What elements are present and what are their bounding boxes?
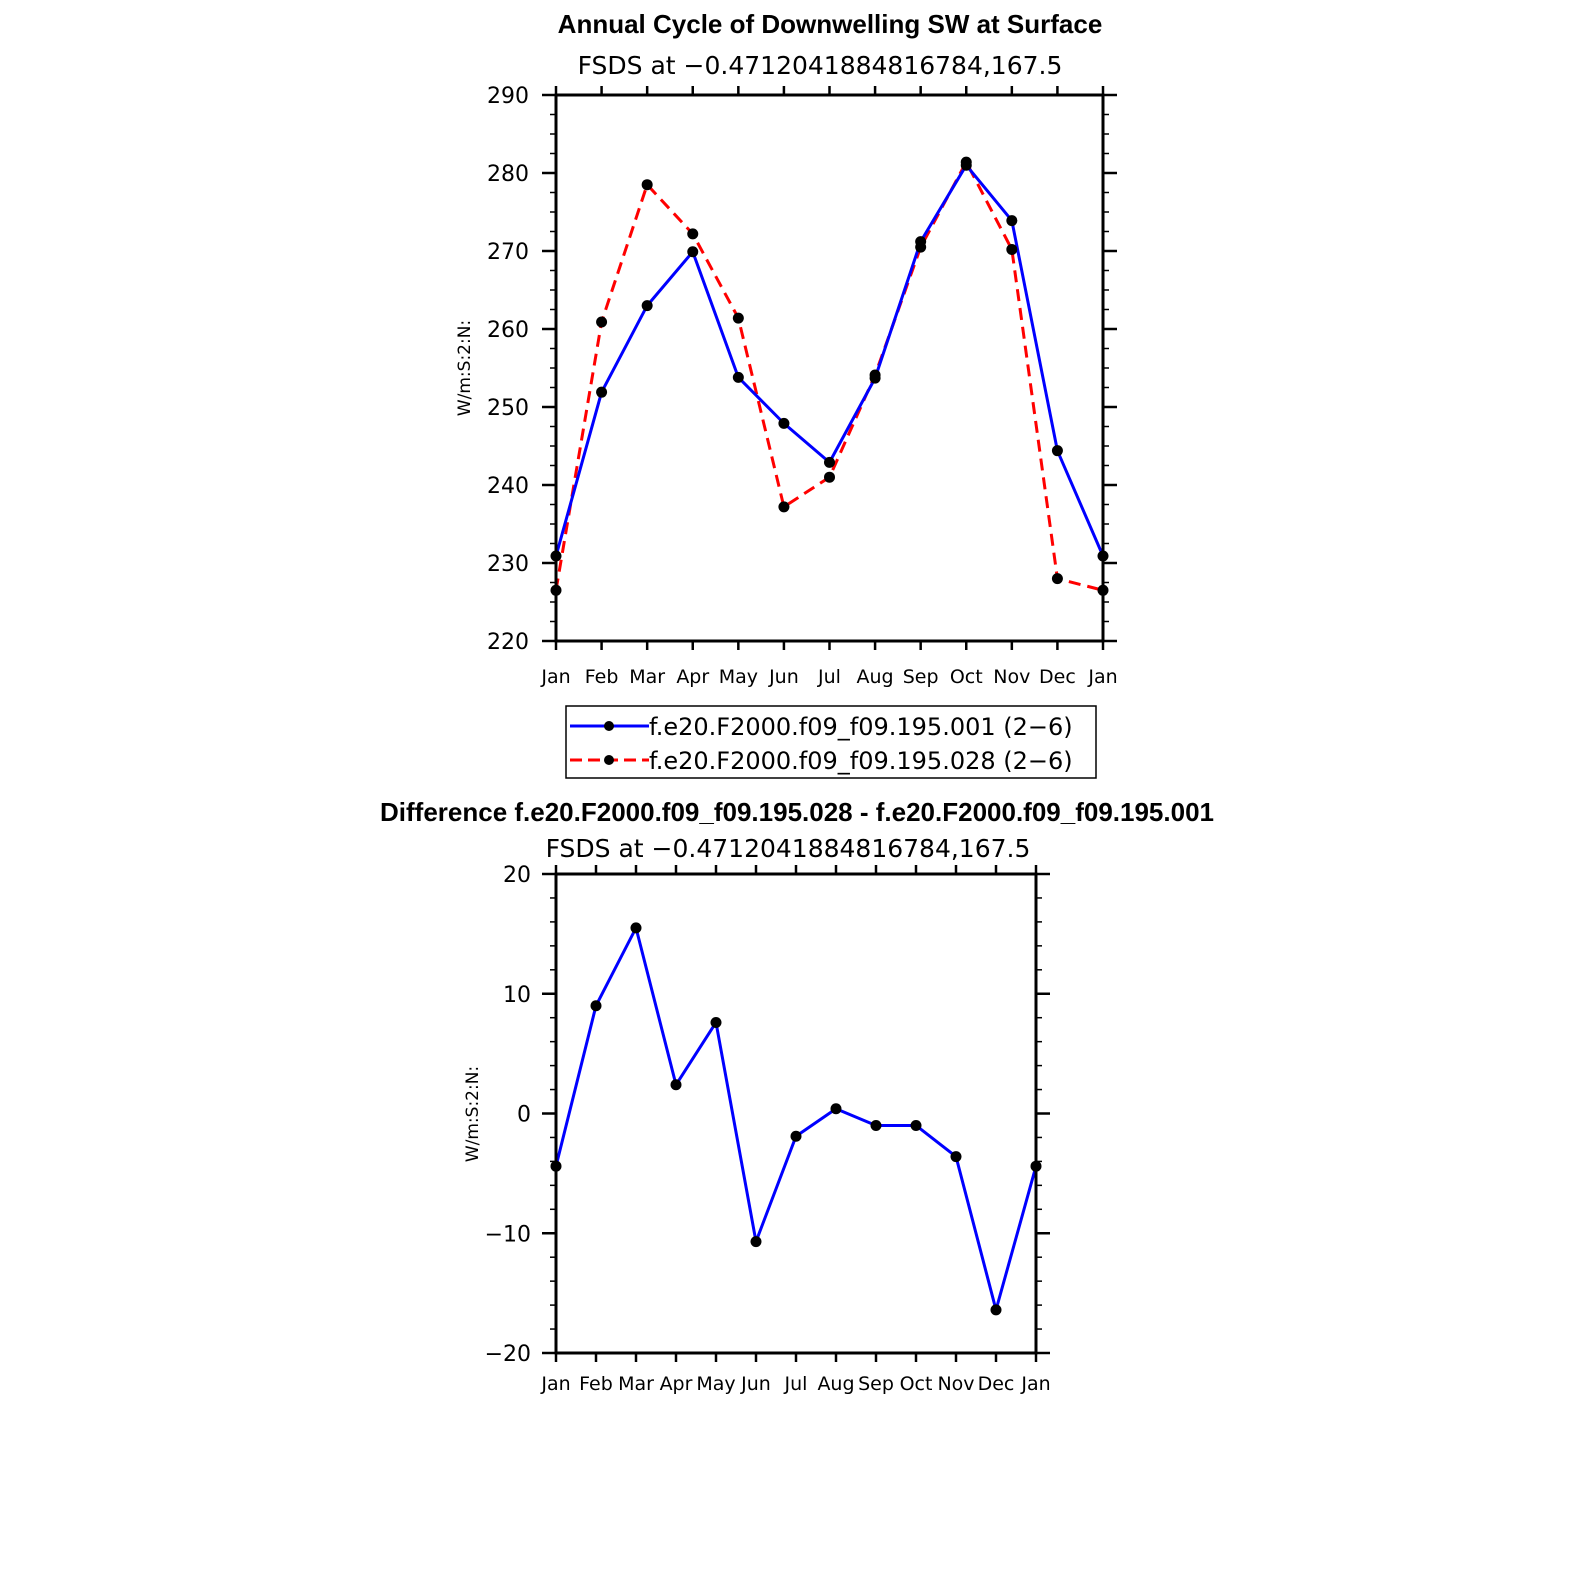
y-tick-label: 290 [487,84,529,109]
y-tick-label: 20 [503,863,531,888]
data-point-series-1 [1006,215,1018,227]
data-point-series-2 [915,241,927,253]
annual-cycle-chart: Annual Cycle of Downwelling SW at Surfac… [455,9,1118,779]
y-axis-label: W/m:S:2:N: [463,1066,483,1162]
y-tick-label: −10 [485,1222,531,1247]
data-point-series-1 [870,1119,882,1131]
legend-marker-series-1 [604,721,614,731]
y-tick-label: 0 [517,1103,531,1128]
data-point-series-2 [1006,243,1018,255]
legend-entry-series-1: f.e20.F2000.f09_f09.195.001 (2−6) [570,713,1073,741]
x-tick-label: Jun [740,1373,771,1395]
data-point-series-1 [790,1130,802,1142]
data-point-series-1 [1051,445,1063,457]
x-tick-label: Sep [858,1373,894,1395]
legend-label-series-2: f.e20.F2000.f09_f09.195.028 (2−6) [649,747,1073,775]
legend-entry-series-2: f.e20.F2000.f09_f09.195.028 (2−6) [570,747,1073,775]
y-tick-label: 10 [503,983,531,1008]
x-tick-label: Sep [903,666,939,688]
x-tick-label: Oct [900,1373,933,1395]
x-tick-label: May [719,666,758,688]
y-tick-label: 250 [487,396,529,421]
data-point-series-2 [641,179,653,191]
x-tick-label: Mar [629,666,665,688]
x-tick-label: Feb [585,666,619,688]
data-point-series-1 [910,1119,922,1131]
x-tick-label: Aug [857,666,894,688]
x-tick-label: Mar [618,1373,654,1395]
x-tick-label: Jun [768,666,799,688]
data-point-series-2 [824,471,835,483]
x-tick-label: Apr [676,666,709,688]
x-tick-label: Dec [1039,666,1076,688]
y-tick-label: 230 [487,552,529,577]
data-point-series-1 [710,1016,722,1028]
x-tick-label: Apr [660,1373,693,1395]
data-point-series-1 [687,246,699,258]
data-point-series-2 [869,369,881,381]
y-tick-label: 270 [487,240,529,265]
plot-frame [554,872,1038,1355]
data-point-series-1 [596,386,608,398]
x-tick-label: Nov [993,666,1030,688]
legend-label-series-1: f.e20.F2000.f09_f09.195.001 (2−6) [649,713,1073,741]
data-point-series-1 [641,300,653,312]
data-point-series-2 [960,156,972,168]
data-point-series-1 [950,1151,962,1163]
data-point-series-1 [778,417,790,429]
x-tick-label: Jan [540,1373,570,1395]
data-point-series-1 [824,456,835,468]
x-tick-label: Aug [817,1373,854,1395]
y-tick-label: 280 [487,162,529,187]
legend: f.e20.F2000.f09_f09.195.001 (2−6) f.e20.… [565,705,1097,779]
data-point-series-2 [778,501,790,513]
legend-box [565,705,1097,779]
data-point-series-1 [750,1236,762,1248]
y-tick-label: 220 [487,630,529,655]
chart-title: Difference f.e20.F2000.f09_f09.195.028 -… [380,797,1214,827]
data-point-series-2 [596,316,608,328]
data-point-series-2 [687,228,699,240]
y-tick-label: 260 [487,318,529,343]
plot-frame [554,93,1105,643]
y-tick-label: 240 [487,474,529,499]
difference-chart: Difference f.e20.F2000.f09_f09.195.028 -… [380,797,1214,1395]
x-tick-label: Jan [1087,666,1117,688]
data-point-series-1 [732,371,744,383]
data-point-series-1 [630,922,642,934]
x-tick-label: Nov [937,1373,974,1395]
x-tick-label: Jan [1020,1373,1050,1395]
data-point-series-1 [590,1000,602,1012]
data-point-series-1 [990,1304,1002,1316]
data-point-series-2 [1051,573,1063,585]
x-tick-label: Dec [978,1373,1015,1395]
data-point-series-1 [670,1079,682,1091]
x-tick-label: Jul [817,666,841,688]
x-tick-label: May [696,1373,735,1395]
legend-marker-series-2 [604,755,614,765]
x-tick-label: Oct [950,666,983,688]
data-point-series-1 [830,1103,842,1115]
x-tick-label: Jul [784,1373,808,1395]
chart-subtitle: FSDS at −0.4712041884816784,167.5 [546,834,1031,863]
chart-title: Annual Cycle of Downwelling SW at Surfac… [558,9,1103,39]
chart-subtitle: FSDS at −0.4712041884816784,167.5 [578,51,1063,80]
x-tick-label: Jan [540,666,570,688]
y-tick-label: −20 [485,1342,531,1367]
data-point-series-2 [732,312,744,324]
x-tick-label: Feb [579,1373,613,1395]
y-axis-label: W/m:S:2:N: [455,320,475,416]
